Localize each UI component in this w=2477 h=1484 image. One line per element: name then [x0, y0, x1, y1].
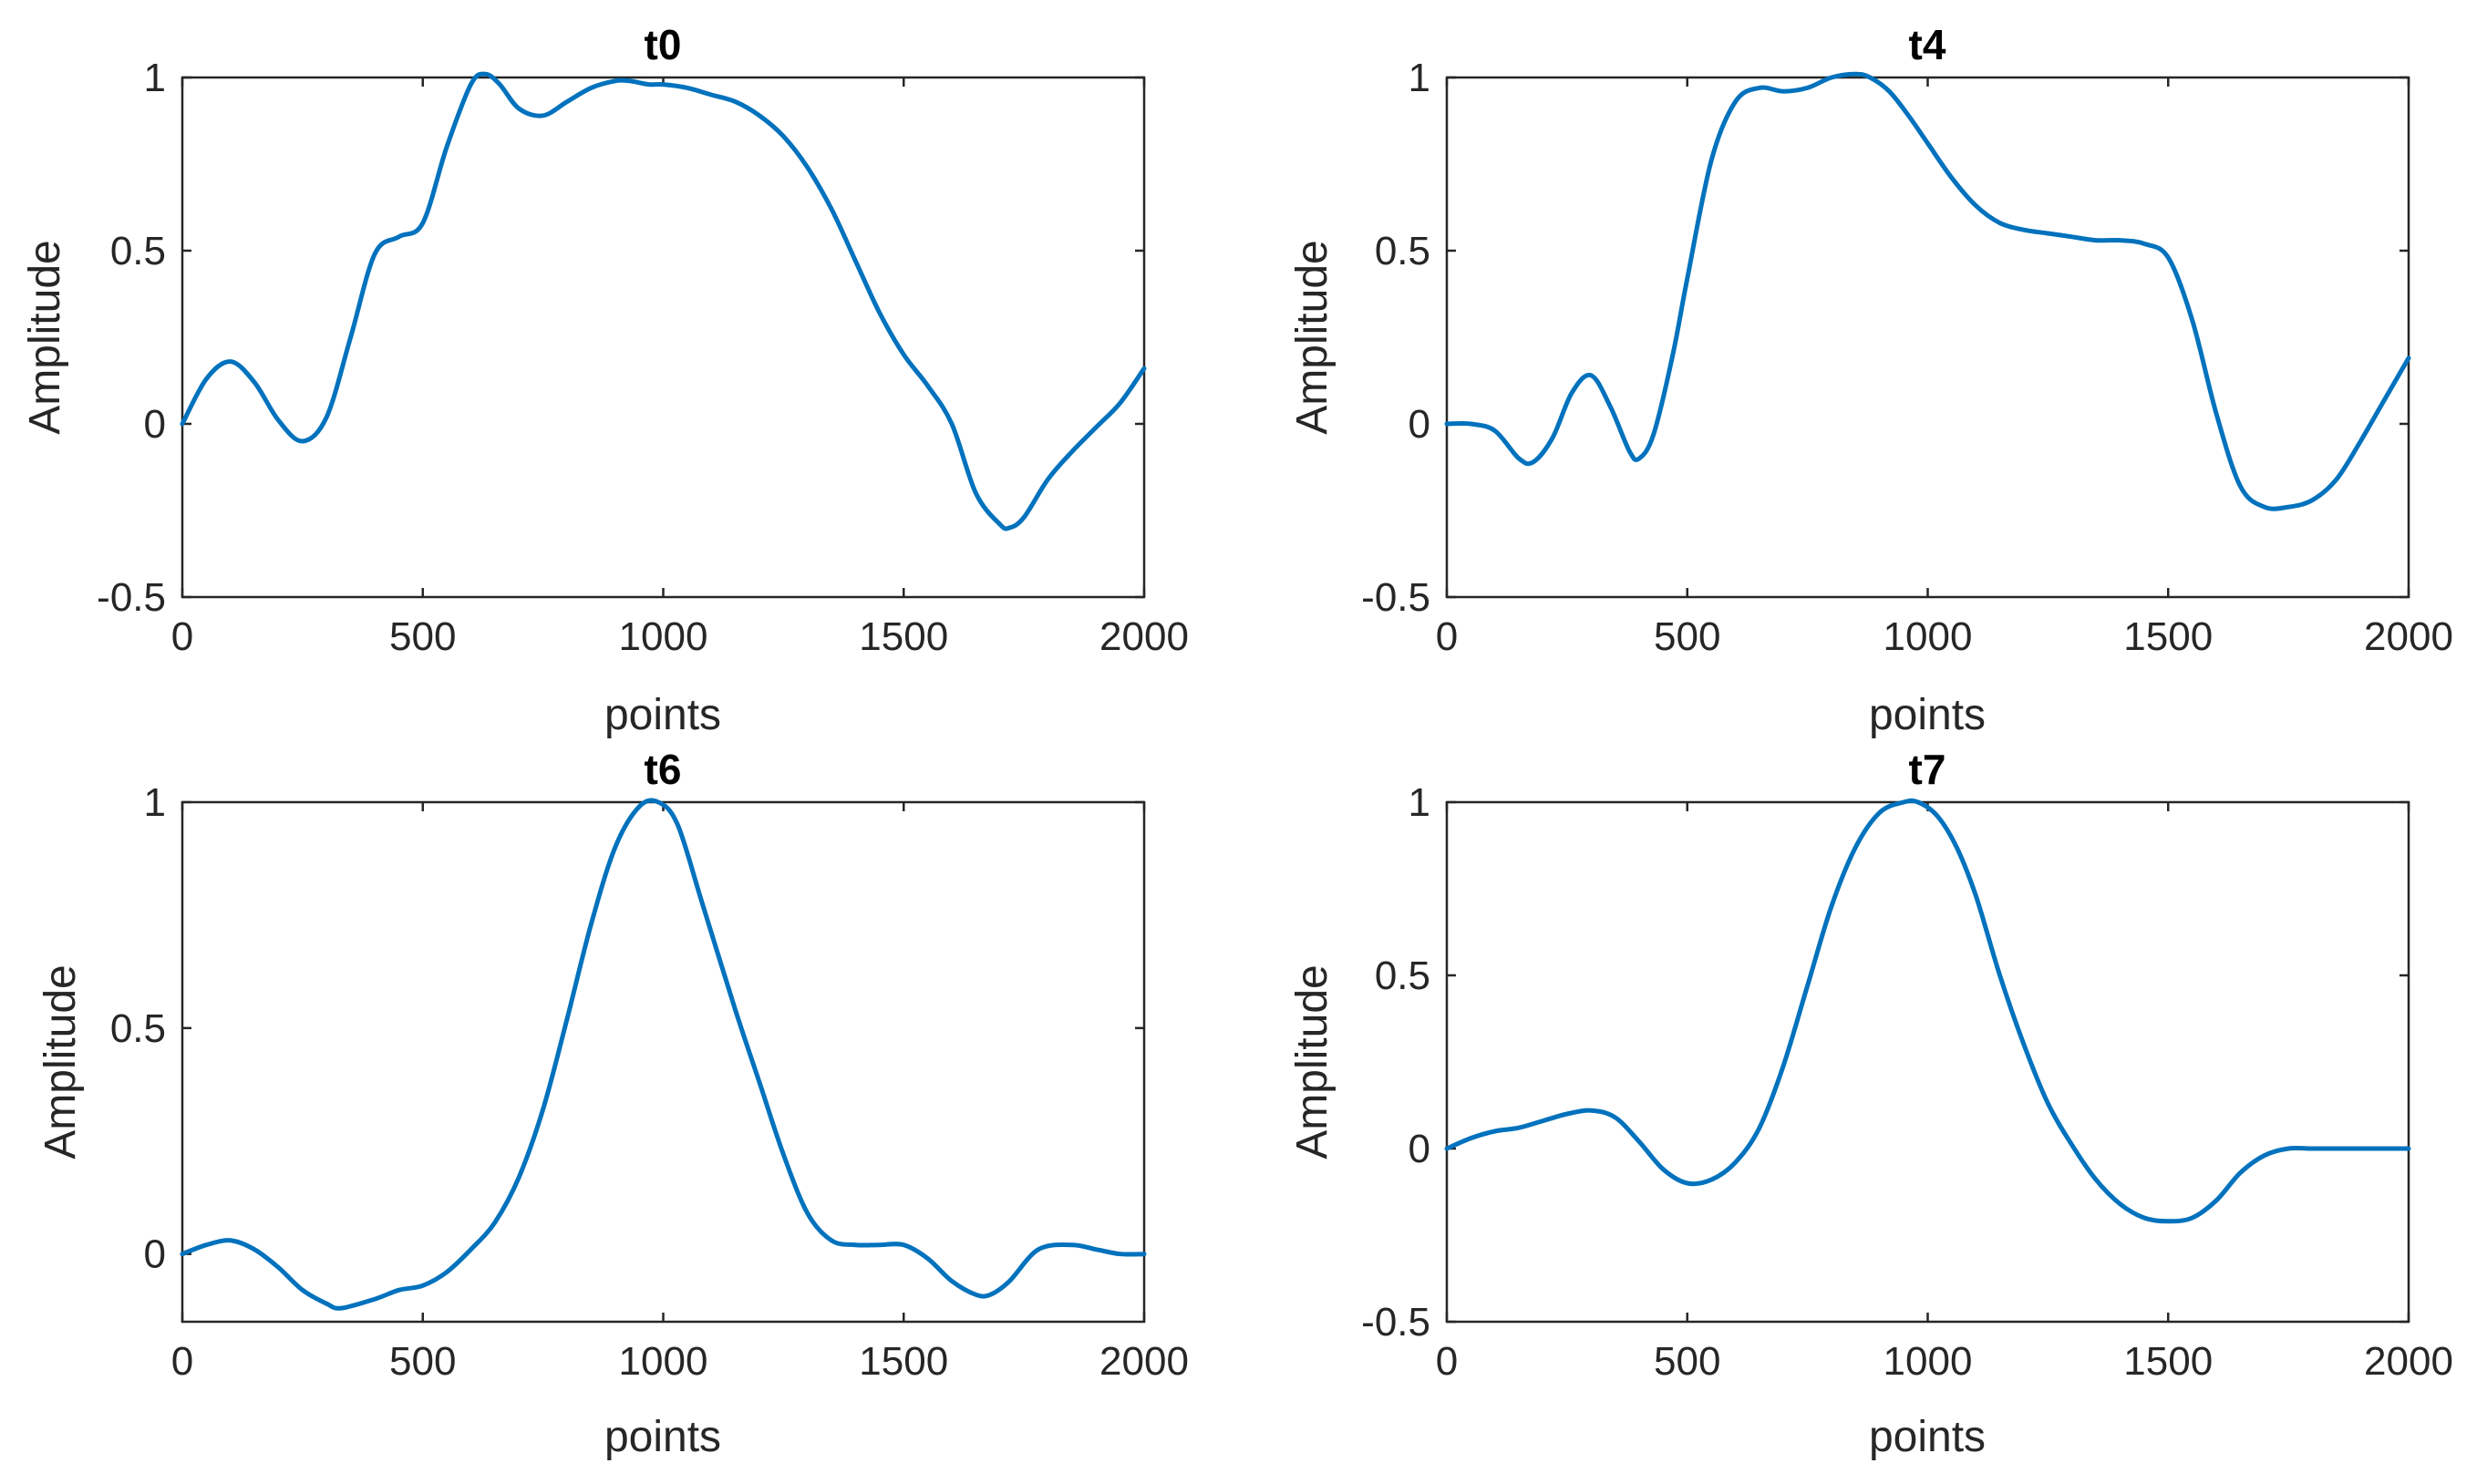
tick-marks	[1445, 76, 2410, 599]
x-tick-label: 500	[1654, 1339, 1720, 1384]
y-tick-labels: 00.51	[110, 780, 166, 1277]
y-tick-label: 1	[144, 780, 166, 825]
x-tick-labels: 0 500 1000 1500 2000	[1436, 1339, 2453, 1384]
series-line	[1444, 798, 2411, 1224]
series-group	[1444, 798, 2411, 1224]
x-axis-label: points	[604, 691, 721, 739]
subplot-t6: t6 0 500 1000 1500 2000 00.51 points Amplitu…	[36, 746, 1189, 1461]
x-axis-label: points	[1869, 691, 1986, 739]
x-axis-label: points	[1869, 1413, 1986, 1461]
y-tick-label: 0.5	[1375, 229, 1430, 273]
panel-title: t4	[1909, 21, 1946, 68]
x-tick-label: 1500	[2123, 614, 2213, 659]
x-tick-label: 0	[1436, 614, 1458, 659]
panel-title: t0	[645, 21, 682, 68]
series-line	[1444, 71, 2411, 511]
x-tick-label: 2000	[2364, 614, 2453, 659]
x-tick-label: 500	[389, 614, 456, 659]
subplot-t0: t0 0 500 1000 1500 2000 -0.500.51 points Amp…	[21, 21, 1189, 739]
subplot-t4: t4 0 500 1000 1500 2000 -0.500.51 points Amp…	[1288, 21, 2453, 739]
series-line	[180, 71, 1147, 531]
x-tick-labels: 0 500 1000 1500 2000	[171, 1339, 1189, 1384]
x-axis-label: points	[604, 1413, 721, 1461]
y-tick-label: 0.5	[110, 1006, 166, 1051]
x-tick-label: 2000	[1099, 1339, 1189, 1384]
y-tick-label: 0.5	[1375, 953, 1430, 998]
y-tick-label: 1	[1409, 56, 1430, 100]
subplot-t7: t7 0 500 1000 1500 2000 -0.500.51 points Amp…	[1288, 746, 2453, 1461]
y-tick-label: 0	[1409, 402, 1430, 447]
x-tick-label: 1000	[1884, 614, 1973, 659]
x-tick-label: 1000	[1884, 1339, 1973, 1384]
series-line	[180, 798, 1147, 1311]
x-tick-labels: 0 500 1000 1500 2000	[171, 614, 1189, 659]
x-tick-label: 1000	[619, 1339, 708, 1384]
y-axis-label: Amplitude	[36, 964, 85, 1159]
y-tick-labels: -0.5 0 0.5 1	[1361, 56, 1430, 620]
y-tick-label: 0	[144, 1232, 166, 1277]
x-tick-label: 2000	[2364, 1339, 2453, 1384]
x-tick-label: 0	[171, 1339, 193, 1384]
x-tick-label: 0	[1436, 1339, 1458, 1384]
y-tick-labels: -0.5 0 0.5 1	[97, 56, 166, 620]
x-tick-labels: 0 500 1000 1500 2000	[1436, 614, 2453, 659]
y-tick-label: 0.5	[110, 229, 166, 273]
x-tick-label: 500	[389, 1339, 456, 1384]
series-group	[1444, 71, 2411, 511]
y-tick-label: -0.5	[1361, 575, 1430, 620]
y-tick-label: 1	[144, 56, 166, 100]
x-tick-label: 1000	[619, 614, 708, 659]
y-tick-label: 1	[1409, 780, 1430, 825]
x-tick-label: 1500	[859, 614, 948, 659]
series-group	[180, 798, 1147, 1311]
y-tick-labels: -0.5 0 0.5 1	[1361, 780, 1430, 1345]
x-tick-label: 1500	[859, 1339, 948, 1384]
x-tick-label: 2000	[1099, 614, 1189, 659]
y-tick-label: -0.5	[97, 575, 166, 620]
y-axis-label: Amplitude	[21, 240, 69, 434]
y-tick-label: 0	[144, 402, 166, 447]
y-tick-label: -0.5	[1361, 1300, 1430, 1345]
x-tick-label: 500	[1654, 614, 1720, 659]
panel-title: t7	[1909, 746, 1946, 793]
x-tick-label: 0	[171, 614, 193, 659]
panel-title: t6	[645, 746, 682, 793]
series-group	[180, 71, 1147, 531]
x-tick-label: 1500	[2123, 1339, 2213, 1384]
y-axis-label: Amplitude	[1288, 964, 1337, 1159]
y-tick-label: 0	[1409, 1127, 1430, 1171]
y-axis-label: Amplitude	[1288, 240, 1337, 434]
